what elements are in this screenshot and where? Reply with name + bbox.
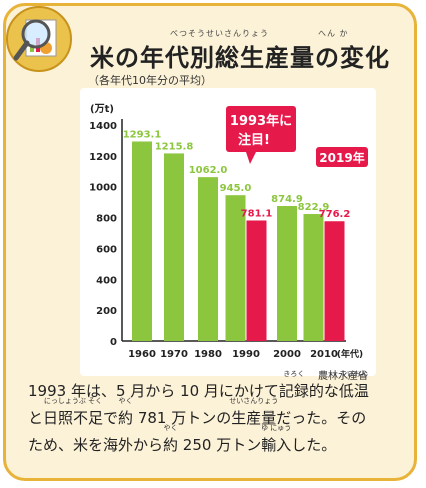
data-label-green: 822.9 bbox=[298, 202, 330, 213]
x-tick-label: 1980 bbox=[194, 349, 222, 360]
x-tick-label: 1960 bbox=[128, 349, 156, 360]
bar-chart: (万t) 0 200 400 600 800 1000 1200 1400 1293.11215.… bbox=[89, 103, 368, 360]
y-axis-unit-label: (万t) bbox=[90, 103, 114, 115]
caption-ruby: やく bbox=[163, 424, 178, 432]
caption-ruby-word: ゆ にゅう 輸入 bbox=[261, 425, 292, 459]
bar-green bbox=[164, 153, 184, 341]
caption-word: 約 bbox=[118, 409, 134, 427]
source-label: 農林水産省 bbox=[318, 371, 368, 382]
caption-ruby-word: にっしょうぶ そく日照不足 bbox=[43, 398, 104, 432]
caption-ruby: せいさんりょう bbox=[229, 397, 279, 405]
bar-green bbox=[303, 214, 324, 341]
caption-ruby-word: やく約 bbox=[118, 398, 134, 432]
data-label-green: 1215.8 bbox=[155, 141, 194, 152]
x-tick-label: 1970 bbox=[160, 349, 188, 360]
y-tick-label: 1200 bbox=[89, 152, 117, 163]
y-tick-label: 0 bbox=[110, 337, 117, 348]
data-label-green: 874.9 bbox=[271, 194, 303, 205]
caption-word: 生産量 bbox=[231, 409, 277, 427]
callout-2019-text: 2019年 bbox=[319, 150, 364, 165]
x-tick-label: 2010 bbox=[310, 349, 338, 360]
data-label-green: 1062.0 bbox=[189, 165, 228, 176]
caption-text-segment: と bbox=[28, 409, 44, 427]
callout-1993-text-line2: 注目! bbox=[238, 132, 270, 148]
chart-panel: (万t) 0 200 400 600 800 1000 1200 1400 1293.1 1215.… bbox=[80, 88, 376, 376]
bar-red bbox=[246, 220, 267, 341]
y-tick-label: 800 bbox=[96, 214, 117, 225]
caption-text-segment: 781 万トンの bbox=[133, 409, 232, 427]
caption-word: 記録 bbox=[278, 382, 309, 400]
page-title: 米の年代別総生産量の変化 bbox=[90, 44, 390, 72]
y-tick-label: 200 bbox=[96, 306, 117, 317]
caption-ruby: やく bbox=[118, 397, 133, 405]
callout-2019-box bbox=[316, 147, 368, 167]
caption-ruby: にっしょうぶ そく bbox=[43, 397, 103, 405]
magnifier-chart-graphic bbox=[13, 19, 57, 61]
caption-word: 約 bbox=[163, 436, 179, 454]
caption-text-segment: だった。その bbox=[276, 409, 367, 427]
caption-ruby-word: きろく 記録 bbox=[278, 371, 309, 405]
caption-word: 低温 bbox=[338, 382, 369, 400]
caption-text-segment: した。 bbox=[291, 436, 337, 454]
caption-ruby: きろく bbox=[283, 370, 305, 378]
caption-text-segment: 250 万トン bbox=[178, 436, 262, 454]
caption-word: 日照不足 bbox=[43, 409, 104, 427]
chart-subtitle: （各年代10年分の平均） bbox=[88, 74, 212, 87]
bar-green bbox=[198, 177, 218, 341]
data-label-red: 781.1 bbox=[241, 208, 273, 219]
x-axis-unit-label: (年代) bbox=[337, 348, 363, 360]
callout-1993-text-line1: 1993年に bbox=[230, 113, 292, 129]
bar-green bbox=[277, 206, 297, 341]
y-tick-label: 600 bbox=[96, 244, 117, 255]
y-tick-label: 1000 bbox=[89, 183, 117, 194]
caption-text-segment: ため、米を海外から bbox=[28, 436, 164, 454]
x-tick-label: 2000 bbox=[273, 349, 301, 360]
callout-1993-pointer bbox=[246, 152, 256, 164]
caption-row-1: 1993 年は、5 月から 10 月にかけて きろく記録的な ていおん低温 bbox=[28, 371, 408, 405]
caption-text: 1993 年は、5 月から 10 月にかけて きろく 記録的な ていおん 低温 とにっし… bbox=[28, 371, 408, 459]
title-ruby-1: べつそうせいさんりょう bbox=[170, 29, 269, 38]
data-label-green: 945.0 bbox=[220, 183, 252, 194]
caption-text-segment: 的な bbox=[308, 382, 339, 400]
caption-ruby-word: ていおん 低温 bbox=[338, 371, 369, 405]
y-tick-label: 1400 bbox=[89, 121, 117, 132]
data-label-green: 1293.1 bbox=[123, 129, 162, 140]
caption-text-segment: 1993 年は、5 月から 10 月にかけて bbox=[28, 382, 279, 400]
caption-ruby: ていおん bbox=[339, 370, 368, 378]
caption-ruby-word: せいさんりょう生産量 bbox=[229, 398, 278, 432]
caption-word: 輸入 bbox=[261, 436, 292, 454]
caption-ruby: ゆ にゅう bbox=[261, 424, 292, 432]
caption-ruby-word: やく約 bbox=[163, 425, 179, 459]
title-ruby-2: へん か bbox=[318, 29, 349, 38]
data-label-red: 776.2 bbox=[319, 209, 351, 220]
caption-row-2: とにっしょうぶ そく 日照不足で やく約 781 万トンの せいさんりょう 生産量だった… bbox=[28, 398, 408, 432]
y-tick-label: 400 bbox=[96, 275, 117, 286]
callout-1993-box bbox=[226, 106, 296, 152]
bar-red bbox=[324, 221, 345, 341]
caption-text-segment: で bbox=[103, 409, 119, 427]
magnifier-chart-icon bbox=[6, 6, 72, 72]
caption-row-3: ため、米を海外から やく約 250 万トンゆ にゅう 輸入した。 bbox=[28, 425, 408, 459]
bar-green bbox=[225, 195, 246, 341]
bar-green bbox=[132, 141, 152, 341]
x-tick-label: 1990 bbox=[232, 349, 260, 360]
